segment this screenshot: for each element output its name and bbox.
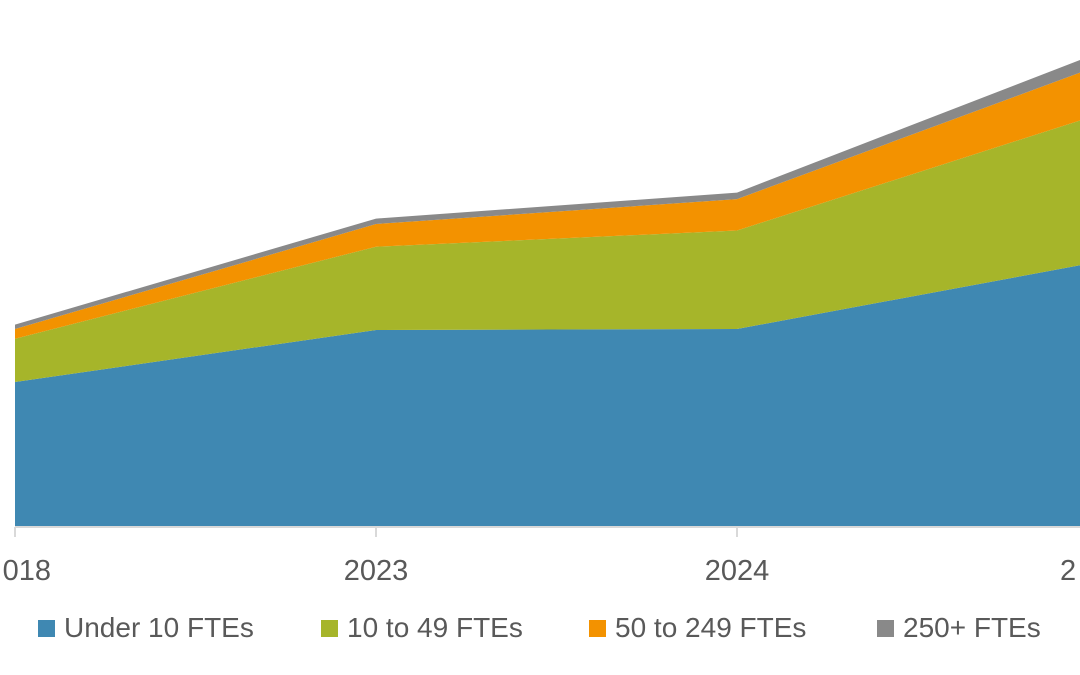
stacked-area-chart: 018 2023 2024 2 (3, 59, 1080, 587)
legend-item: Under 10 FTEs (38, 612, 254, 644)
legend-swatch (589, 619, 606, 637)
legend-swatch (877, 619, 894, 637)
legend-label: 10 to 49 FTEs (347, 612, 523, 643)
x-axis-ticks (14, 527, 738, 537)
x-axis-tick-labels: 018 2023 2024 2 (3, 555, 1077, 587)
x-tick-label-2018: 018 (3, 555, 51, 587)
legend-swatch (321, 619, 338, 637)
legend-swatch (38, 619, 55, 637)
legend-label: 250+ FTEs (903, 612, 1041, 643)
legend-item: 50 to 249 FTEs (589, 612, 806, 644)
area-series-under-10-ftes (15, 265, 1080, 527)
chart-areas (15, 59, 1080, 527)
legend-item: 250+ FTEs (877, 612, 1041, 644)
legend-label: 50 to 249 FTEs (615, 612, 807, 643)
area-series-10-to-49-ftes (15, 120, 1080, 382)
legend-item: 10 to 49 FTEs (321, 612, 523, 644)
x-tick-label-2023: 2023 (344, 555, 409, 587)
legend-label: Under 10 FTEs (64, 612, 254, 643)
legend: Under 10 FTEs 10 to 49 FTEs 50 to 249 FTEs… (0, 612, 1080, 656)
x-tick-label-2025: 2 (1060, 555, 1076, 587)
x-tick-label-2024: 2024 (705, 555, 770, 587)
